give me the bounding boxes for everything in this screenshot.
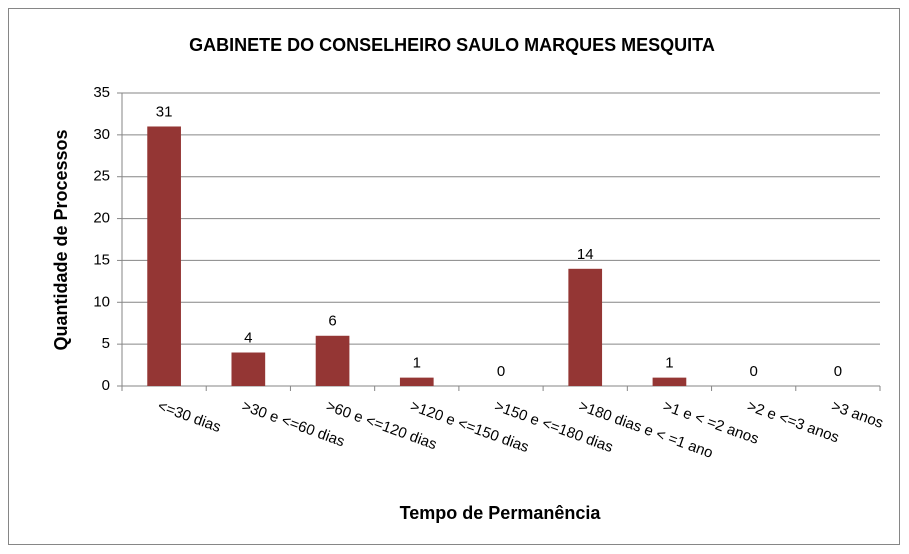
data-label: 0 [834,363,842,380]
data-label: 31 [156,103,173,120]
bar [652,377,687,386]
x-axis-label: Tempo de Permanência [400,503,602,523]
data-label: 0 [497,363,505,380]
bar [315,335,350,386]
y-tick-label: 30 [93,126,110,143]
data-label: 6 [328,313,336,330]
y-tick-label: 5 [102,335,110,352]
y-axis-label: Quantidade de Processos [51,129,71,350]
data-label: 4 [244,329,252,346]
bar [568,268,603,386]
bar [231,352,266,386]
y-tick-label: 25 [93,168,110,185]
y-tick-label: 35 [93,84,110,101]
bar [147,126,181,386]
bar [399,377,434,386]
data-label: 1 [665,355,673,372]
y-tick-label: 20 [93,210,110,227]
data-label: 14 [577,246,594,263]
data-label: 0 [749,363,757,380]
y-tick-label: 15 [93,251,110,268]
data-label: 1 [413,355,421,372]
y-tick-label: 10 [93,293,110,310]
y-tick-label: 0 [102,377,110,394]
chart-border [8,8,900,545]
chart-title: GABINETE DO CONSELHEIRO SAULO MARQUES ME… [189,35,715,55]
